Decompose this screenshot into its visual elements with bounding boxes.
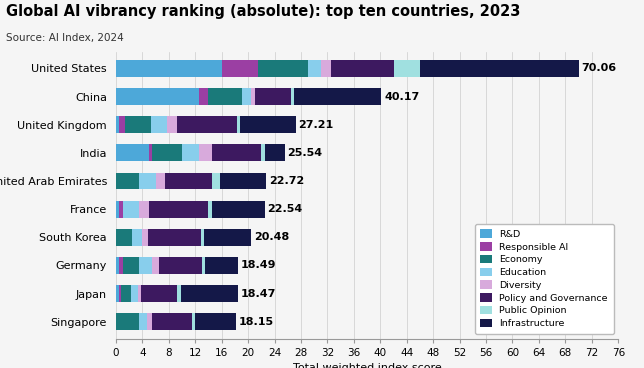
- Bar: [159, 257, 202, 274]
- Bar: [147, 313, 152, 330]
- Bar: [202, 257, 205, 274]
- Bar: [222, 60, 258, 77]
- Bar: [261, 144, 265, 161]
- Legend: R&D, Responsible AI, Economy, Education, Diversity, Policy and Governance, Publi: R&D, Responsible AI, Economy, Education,…: [475, 224, 614, 334]
- Bar: [149, 201, 209, 217]
- Bar: [237, 116, 240, 133]
- Bar: [204, 229, 251, 246]
- Bar: [321, 60, 331, 77]
- Bar: [177, 285, 181, 302]
- Bar: [142, 229, 147, 246]
- Bar: [149, 144, 152, 161]
- Bar: [147, 229, 200, 246]
- Bar: [265, 144, 285, 161]
- Bar: [122, 257, 139, 274]
- Bar: [139, 173, 156, 190]
- Text: 20.48: 20.48: [254, 232, 289, 242]
- Text: 18.47: 18.47: [241, 289, 276, 298]
- Bar: [212, 173, 220, 190]
- Bar: [420, 60, 579, 77]
- Text: Source: AI Index, 2024: Source: AI Index, 2024: [6, 33, 124, 43]
- Bar: [116, 88, 198, 105]
- Bar: [220, 173, 266, 190]
- Bar: [255, 88, 291, 105]
- Bar: [116, 285, 119, 302]
- Bar: [181, 285, 238, 302]
- Bar: [119, 257, 122, 274]
- Bar: [122, 201, 139, 217]
- Bar: [139, 257, 152, 274]
- Bar: [242, 88, 251, 105]
- Bar: [198, 144, 212, 161]
- Bar: [166, 173, 212, 190]
- Bar: [393, 60, 420, 77]
- Text: 22.54: 22.54: [267, 204, 303, 214]
- Bar: [209, 201, 212, 217]
- Bar: [258, 60, 308, 77]
- Bar: [133, 229, 142, 246]
- Bar: [151, 116, 167, 133]
- Bar: [116, 201, 119, 217]
- Bar: [251, 88, 255, 105]
- Bar: [116, 144, 149, 161]
- Text: 70.06: 70.06: [582, 63, 617, 73]
- Bar: [119, 285, 121, 302]
- Text: 25.54: 25.54: [287, 148, 323, 158]
- Text: 40.17: 40.17: [384, 92, 419, 102]
- Bar: [116, 257, 119, 274]
- Bar: [156, 173, 166, 190]
- Bar: [138, 285, 141, 302]
- Bar: [116, 313, 139, 330]
- Bar: [124, 116, 151, 133]
- Bar: [167, 116, 177, 133]
- Bar: [116, 173, 139, 190]
- Bar: [116, 229, 133, 246]
- Bar: [195, 313, 236, 330]
- Bar: [119, 116, 124, 133]
- Bar: [291, 88, 294, 105]
- Bar: [182, 144, 198, 161]
- Bar: [209, 88, 242, 105]
- Text: 22.72: 22.72: [269, 176, 304, 186]
- Bar: [177, 116, 237, 133]
- X-axis label: Total weighted index score: Total weighted index score: [293, 363, 441, 368]
- Text: Global AI vibrancy ranking (absolute): top ten countries, 2023: Global AI vibrancy ranking (absolute): t…: [6, 4, 521, 19]
- Text: 27.21: 27.21: [298, 120, 334, 130]
- Bar: [200, 229, 204, 246]
- Bar: [205, 257, 238, 274]
- Bar: [131, 285, 138, 302]
- Bar: [192, 313, 195, 330]
- Bar: [308, 60, 321, 77]
- Bar: [212, 144, 261, 161]
- Bar: [152, 257, 159, 274]
- Bar: [121, 285, 131, 302]
- Text: 18.15: 18.15: [238, 317, 274, 327]
- Bar: [116, 60, 222, 77]
- Bar: [119, 201, 122, 217]
- Bar: [139, 313, 147, 330]
- Bar: [116, 116, 119, 133]
- Bar: [141, 285, 177, 302]
- Bar: [331, 60, 393, 77]
- Bar: [152, 313, 192, 330]
- Bar: [139, 201, 149, 217]
- Bar: [240, 116, 296, 133]
- Bar: [294, 88, 381, 105]
- Bar: [198, 88, 209, 105]
- Text: 18.49: 18.49: [241, 261, 276, 270]
- Bar: [152, 144, 182, 161]
- Bar: [212, 201, 265, 217]
